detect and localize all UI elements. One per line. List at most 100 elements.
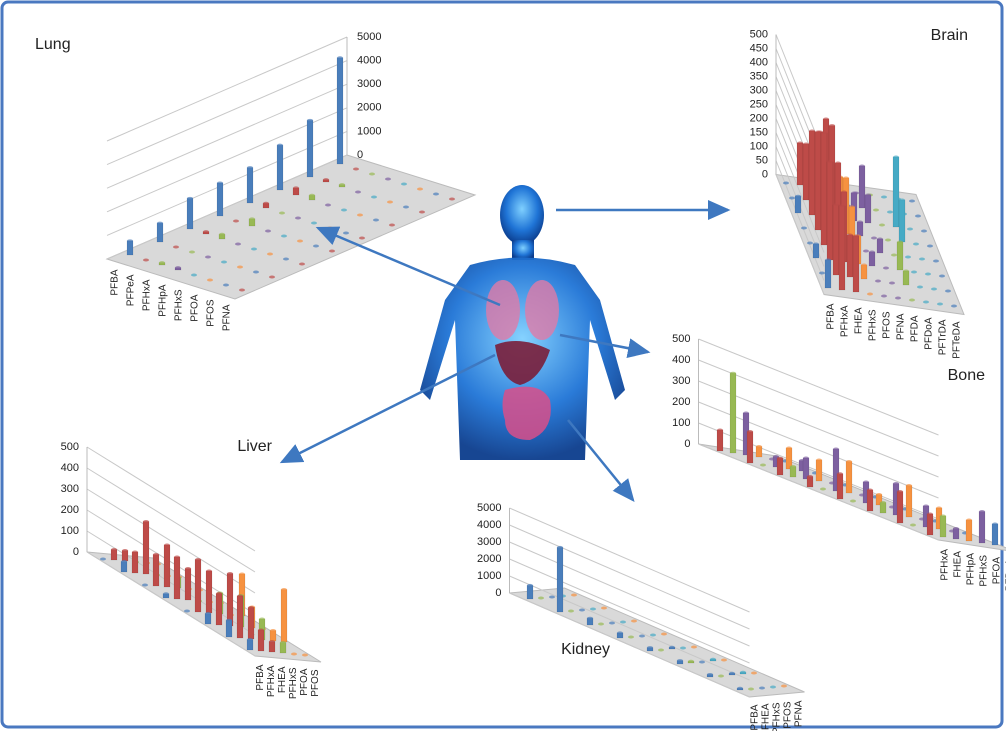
bar-cap: [191, 273, 197, 277]
bar-cap: [353, 167, 359, 171]
bar: [866, 489, 874, 512]
series-label: PFBA: [255, 664, 266, 690]
series-label: PFOS: [310, 669, 321, 697]
bar-cap: [921, 229, 927, 233]
bar-cap: [265, 229, 271, 233]
bar-cap: [936, 506, 942, 510]
bar-cap: [205, 255, 211, 259]
bar-cap: [617, 631, 623, 635]
bar-cap: [841, 190, 847, 194]
bar-cap: [267, 252, 273, 256]
bar-cap: [527, 583, 533, 587]
y-tick-label: 400: [672, 354, 690, 366]
bar-cap: [873, 208, 879, 212]
bar-cap: [801, 226, 807, 230]
bar-cap: [899, 198, 905, 202]
bar-cap: [835, 161, 841, 165]
bar: [926, 513, 934, 536]
bar: [879, 502, 887, 514]
bar-cap: [373, 218, 379, 222]
bar: [802, 143, 810, 201]
bar-cap: [881, 294, 887, 298]
series-label: PFOS: [882, 311, 893, 339]
bar: [306, 120, 314, 178]
y-tick-label: 2000: [357, 102, 381, 114]
bar: [812, 243, 820, 259]
bar: [815, 459, 823, 482]
bar-cap: [688, 659, 694, 663]
bar-cap: [837, 472, 843, 476]
bar: [269, 630, 277, 642]
bar-cap: [337, 56, 343, 60]
bar-cap: [359, 236, 365, 240]
bar-cap: [293, 186, 299, 190]
bar-cap: [748, 687, 754, 691]
bar: [716, 429, 724, 452]
bar: [526, 585, 534, 600]
bar: [806, 476, 814, 488]
bar-cap: [598, 622, 604, 626]
bar-cap: [875, 279, 881, 283]
bar-cap: [281, 234, 287, 238]
grid-line: [775, 132, 825, 253]
bar-cap: [185, 567, 191, 570]
bar-cap: [905, 255, 911, 259]
series-label: PFBA: [110, 269, 121, 295]
bar: [184, 568, 192, 601]
bar: [215, 593, 223, 626]
bar-cap: [164, 543, 170, 547]
grid-line: [106, 83, 348, 189]
bar-cap: [907, 227, 913, 231]
y-tick-label: 1000: [477, 570, 501, 582]
bar-cap: [647, 646, 653, 650]
bar-cap: [203, 230, 209, 234]
series-label: PFOS: [783, 701, 794, 729]
bar: [832, 204, 840, 276]
bar-cap: [919, 257, 925, 261]
floor: [509, 587, 805, 698]
bar: [860, 264, 868, 280]
bar-cap: [628, 635, 634, 639]
series-label: PFOS: [206, 299, 217, 327]
bar-cap: [239, 572, 245, 576]
grid-line: [509, 507, 750, 613]
bar-cap: [847, 233, 853, 237]
bar-cap: [893, 482, 899, 485]
bar-cap: [953, 527, 959, 530]
bar-cap: [132, 550, 138, 554]
bar-cap: [823, 117, 829, 121]
bar-cap: [590, 607, 596, 611]
bar: [186, 198, 194, 230]
bar-cap: [263, 201, 269, 205]
bar-cap: [223, 283, 229, 287]
bar-cap: [937, 302, 943, 306]
bar: [110, 549, 118, 561]
bar: [905, 485, 913, 518]
bar-cap: [881, 195, 887, 199]
chart-panel: 0 100 200 300 400 500 PFBA PFHxA FHEA PFHxS PFOA PF…: [61, 438, 322, 699]
bar: [142, 521, 150, 575]
series-label: PFHxA: [142, 279, 153, 311]
y-tick-label: 50: [756, 154, 768, 166]
arrows: [279, 200, 731, 502]
series-label: PFHxS: [979, 555, 990, 587]
bar-cap: [911, 270, 917, 274]
bar-cap: [710, 657, 716, 661]
series-label: FHEA: [761, 703, 772, 730]
grid-line: [86, 446, 256, 552]
bar-cap: [184, 609, 190, 613]
bar-cap: [839, 204, 845, 208]
bar-cap: [159, 261, 165, 265]
y-tick-label: 200: [61, 504, 79, 516]
chart-panel: 0 1000 2000 3000 4000 5000 PFBA PFPeA PFHxA PFHpA…: [35, 31, 477, 331]
bar-cap: [279, 211, 285, 215]
bar: [126, 240, 134, 256]
bar-cap: [891, 253, 897, 257]
y-tick-label: 0: [762, 168, 768, 180]
bar-cap: [371, 195, 377, 199]
bar-cap: [249, 217, 255, 221]
bar-cap: [329, 249, 335, 253]
grid-line: [698, 443, 939, 541]
series-label: PFOA: [992, 557, 1003, 585]
grid-line: [509, 541, 750, 647]
